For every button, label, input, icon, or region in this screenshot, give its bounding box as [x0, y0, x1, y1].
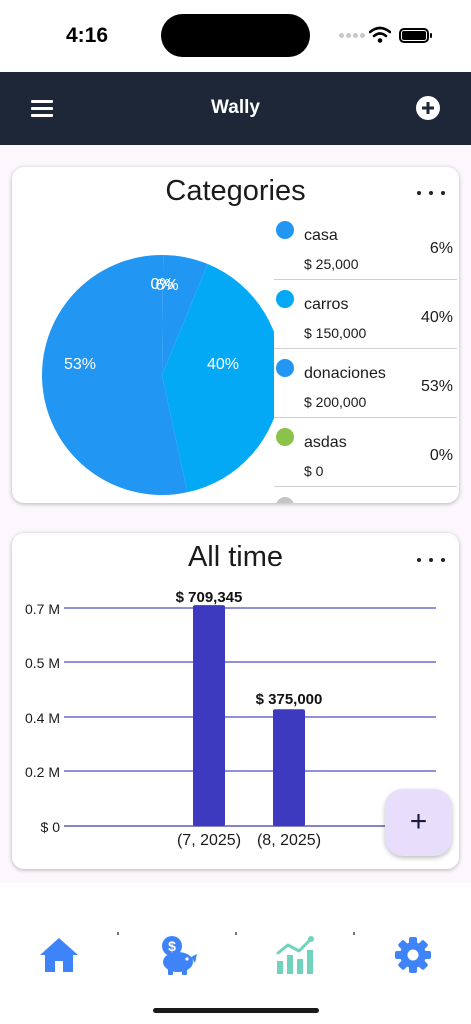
- legend-name: donaciones: [304, 365, 386, 382]
- legend-amount: $ 0: [304, 463, 324, 479]
- bar-label-0: $ 709,345: [176, 589, 243, 606]
- status-bar: 4:16: [0, 0, 471, 72]
- categories-card: Categories 0% 6% 53% 40% casa $ 25,000 6…: [12, 167, 459, 503]
- x-axis-labels: (7, 2025) (8, 2025): [12, 832, 459, 856]
- bar-1[interactable]: [273, 709, 305, 826]
- legend-amount: $ 200,000: [304, 394, 367, 410]
- categories-more-icon[interactable]: [417, 183, 445, 203]
- categories-title: Categories: [165, 175, 306, 207]
- fab-plus-icon: +: [409, 805, 428, 838]
- chart-icon[interactable]: [273, 933, 317, 977]
- legend-name: carros: [304, 296, 349, 313]
- legend-name: asdas: [304, 434, 347, 451]
- alltime-more-icon[interactable]: [417, 550, 445, 570]
- legend-dot: [276, 428, 294, 446]
- settings-icon[interactable]: [391, 933, 435, 977]
- fab-add-button[interactable]: +: [385, 789, 452, 856]
- y-tick-3: 0.2 M: [25, 764, 60, 780]
- legend-percent: 0%: [429, 447, 453, 464]
- status-time: 4:16: [66, 24, 109, 47]
- y-tick-1: 0.5 M: [25, 655, 60, 671]
- menu-icon[interactable]: [26, 94, 58, 122]
- legend-percent: 6%: [429, 240, 453, 257]
- x-label-1: (8, 2025): [256, 832, 322, 849]
- bar-0[interactable]: [193, 605, 225, 826]
- y-tick-4: $ 0: [41, 819, 61, 835]
- y-tick-0: 0.7 M: [25, 601, 60, 617]
- legend-item-partial[interactable]: [274, 487, 457, 503]
- bar-label-1: $ 375,000: [256, 691, 323, 708]
- x-label-0: (7, 2025): [176, 832, 242, 849]
- bottom-nav: $: [0, 883, 471, 1024]
- y-tick-2: 0.4 M: [25, 710, 60, 726]
- alltime-bar-chart[interactable]: 0.7 M 0.5 M 0.4 M 0.2 M $ 0 $ 709,345 $ …: [12, 533, 459, 869]
- wifi-icon: [369, 26, 391, 43]
- categories-legend: casa $ 25,000 6% carros $ 150,000 40% do…: [274, 211, 457, 503]
- alltime-card: All time 0.7 M 0.5 M 0.4 M 0.2 M $ 0 $ 7…: [12, 533, 459, 869]
- pie-label-carros: 40%: [207, 356, 239, 373]
- legend-name: casa: [304, 227, 338, 244]
- signal-icon: [339, 33, 365, 38]
- svg-text:$: $: [168, 938, 176, 954]
- legend-item-casa[interactable]: casa $ 25,000 6%: [274, 211, 457, 280]
- legend-amount: $ 25,000: [304, 256, 359, 272]
- legend-dot: [276, 497, 294, 503]
- pie-label-casa: 6%: [155, 277, 178, 294]
- legend-item-asdas[interactable]: asdas $ 0 0%: [274, 418, 457, 487]
- pie-slice-donaciones[interactable]: [41, 254, 188, 495]
- dynamic-island: [161, 14, 310, 57]
- add-circle-icon[interactable]: [415, 95, 441, 121]
- app-bar: Wally: [0, 72, 471, 145]
- battery-icon: [399, 28, 432, 43]
- legend-amount: $ 150,000: [304, 325, 367, 341]
- legend-dot: [276, 221, 294, 239]
- legend-percent: 40%: [420, 309, 453, 326]
- legend-item-carros[interactable]: carros $ 150,000 40%: [274, 280, 457, 349]
- pie-label-donaciones: 53%: [64, 356, 96, 373]
- legend-item-donaciones[interactable]: donaciones $ 200,000 53%: [274, 349, 457, 418]
- legend-dot: [276, 359, 294, 377]
- alltime-title: All time: [187, 541, 284, 573]
- pie-slice-casa[interactable]: [162, 255, 208, 375]
- content-area: Categories 0% 6% 53% 40% casa $ 25,000 6…: [0, 145, 471, 883]
- home-icon[interactable]: [37, 933, 81, 977]
- home-indicator: [153, 1008, 319, 1013]
- pie-slice-carros[interactable]: [162, 264, 274, 493]
- app-title: Wally: [211, 97, 260, 118]
- piggy-bank-icon[interactable]: $: [155, 933, 199, 977]
- pie-label-asdas: 0%: [150, 276, 173, 293]
- categories-pie-chart[interactable]: 0% 6% 53% 40%: [12, 167, 274, 503]
- legend-percent: 53%: [420, 378, 453, 395]
- legend-dot: [276, 290, 294, 308]
